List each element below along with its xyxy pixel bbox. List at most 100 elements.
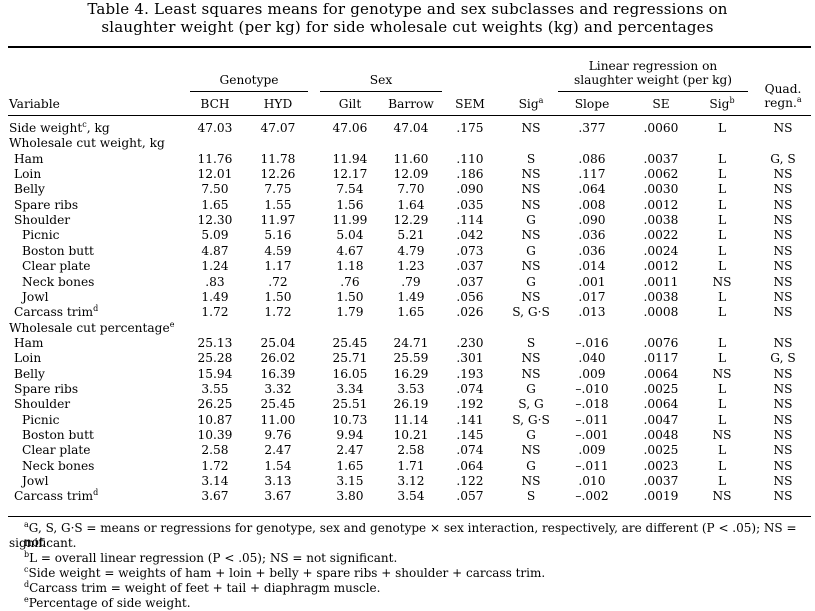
footnote-mark: d (93, 488, 99, 498)
header-se: SE (652, 97, 670, 111)
cell-hyd: 12.26 (260, 167, 296, 182)
cell-hyd: 1.54 (264, 458, 292, 473)
cell-slope: .013 (578, 305, 606, 320)
cell-slope: .001 (578, 274, 606, 289)
cell-slope: .086 (578, 151, 606, 166)
section-heading: Wholesale cut weight, kg (9, 136, 165, 151)
cell-bch: 25.13 (197, 335, 233, 350)
cell-bch: 1.65 (201, 197, 229, 212)
cell-sem: .230 (456, 335, 484, 350)
cell-sig-linreg: L (717, 289, 727, 304)
cell-gilt: .76 (340, 274, 360, 289)
cell-barrow: 5.21 (397, 228, 425, 243)
cell-quad-regn: NS (773, 274, 793, 289)
cell-se: .0019 (643, 489, 679, 504)
cell-gilt: 3.34 (336, 381, 364, 396)
cell-slope: .036 (578, 228, 606, 243)
header-genotype: Genotype (219, 73, 279, 87)
cell-bch: 7.50 (201, 182, 229, 197)
cell-slope: –.011 (575, 412, 609, 427)
cell-hyd: 1.72 (264, 305, 292, 320)
cell-se: .0024 (643, 243, 679, 258)
cell-sig-linreg: L (717, 305, 727, 320)
cell-sig-linreg: L (717, 335, 727, 350)
header-sig: Siga (518, 96, 544, 112)
cell-hyd: .72 (268, 274, 288, 289)
row-label: Clear plate (22, 259, 91, 274)
cell-sig: NS (521, 351, 541, 366)
cell-gilt: 25.51 (332, 397, 368, 412)
cell-se: .0038 (643, 289, 679, 304)
cell-quad-regn: NS (773, 381, 793, 396)
cell-slope: –.016 (575, 335, 609, 350)
cell-quad-regn: NS (773, 443, 793, 458)
cell-bch: 15.94 (197, 366, 233, 381)
cell-quad-regn: NS (773, 228, 793, 243)
cell-se: .0025 (643, 381, 679, 396)
cell-sem: .193 (456, 366, 484, 381)
cell-se: .0076 (643, 335, 679, 350)
cell-sem: .301 (456, 351, 484, 366)
cell-sem: .114 (456, 213, 484, 228)
cell-barrow: 11.60 (393, 151, 429, 166)
cell-quad-regn: G, S (770, 351, 796, 366)
cell-sig: NS (521, 474, 541, 489)
cell-bch: 3.14 (201, 474, 229, 489)
cell-se: .0022 (643, 228, 679, 243)
header-sem: SEM (455, 97, 485, 111)
cell-hyd: 1.55 (264, 197, 292, 212)
row-label: Spare ribs (14, 197, 79, 212)
row-label: Boston butt (22, 243, 94, 258)
cell-slope: .040 (578, 351, 606, 366)
cell-se: .0011 (643, 274, 679, 289)
cell-barrow: 47.04 (393, 121, 429, 135)
cell-quad-regn: NS (773, 428, 793, 442)
cell-se: .0025 (643, 443, 679, 458)
cell-bch: 12.30 (197, 213, 233, 228)
cell-barrow: .79 (401, 274, 421, 289)
cell-se: .0023 (643, 458, 679, 473)
header-gilt: Gilt (338, 97, 362, 111)
row-label: Belly (14, 182, 45, 197)
cell-sig: G (526, 428, 536, 442)
header-barrow: Barrow (388, 97, 434, 111)
cell-slope: –.018 (575, 397, 609, 412)
cell-sem: .122 (456, 474, 484, 489)
cell-slope: –.001 (575, 428, 609, 442)
row-label: Boston butt (22, 428, 94, 442)
cell-gilt: 7.54 (336, 182, 364, 197)
cell-barrow: 11.14 (393, 412, 429, 427)
cell-hyd: 11.78 (260, 151, 296, 166)
cell-sig-linreg: L (717, 412, 727, 427)
cell-bch: 47.03 (197, 121, 233, 135)
cell-gilt: 1.65 (336, 458, 364, 473)
footnote-b: bL = overall linear regression (P < .05)… (24, 550, 398, 566)
sex-underline (320, 91, 442, 92)
footnote-c: cSide weight = weights of ham + loin + b… (24, 565, 546, 581)
row-label: Ham (14, 151, 44, 166)
cell-gilt: 3.80 (336, 489, 364, 504)
cell-hyd: 11.97 (260, 213, 296, 228)
cell-hyd: 1.50 (264, 289, 292, 304)
header-slope: Slope (574, 97, 610, 111)
cell-bch: 4.87 (201, 243, 229, 258)
cell-gilt: 47.06 (332, 121, 368, 135)
cell-sig: S, G (518, 397, 544, 412)
cell-sig: NS (521, 228, 541, 243)
cell-barrow: 7.70 (397, 182, 425, 197)
top-rule (8, 46, 811, 48)
cell-gilt: 1.50 (336, 289, 364, 304)
cell-quad-regn: NS (773, 335, 793, 350)
footnote-a: significant. (9, 536, 77, 550)
cell-barrow: 2.58 (397, 443, 425, 458)
table-title: Table 4. Least squares means for genotyp… (0, 0, 815, 36)
cell-quad-regn: NS (773, 243, 793, 258)
cell-barrow: 1.23 (397, 259, 425, 274)
cell-sem: .035 (456, 197, 484, 212)
header-bch: BCH (200, 97, 230, 111)
footnote-mark: d (24, 580, 30, 589)
cell-barrow: 4.79 (397, 243, 425, 258)
cell-gilt: 1.79 (336, 305, 364, 320)
cell-slope: .036 (578, 243, 606, 258)
